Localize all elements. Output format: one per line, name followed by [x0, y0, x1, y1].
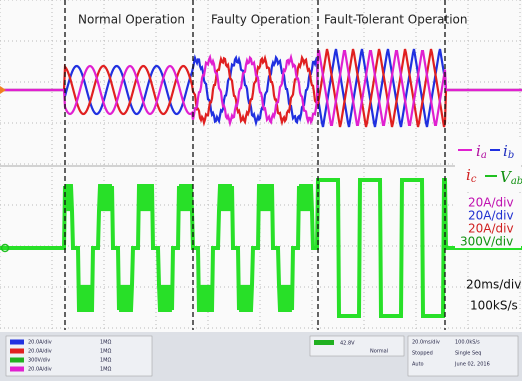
channel-icon: [10, 367, 24, 372]
channel-icon: [10, 340, 24, 345]
channel-scale: 20.0A/div: [28, 367, 52, 373]
scale-label: 20A/div: [468, 209, 514, 223]
section-label: Normal Operation: [78, 13, 185, 27]
acq-field: 20.0ms/div: [412, 340, 440, 346]
acq-field: 100.0kS/s: [455, 340, 480, 346]
channel-impedance: 1MΩ: [100, 367, 111, 373]
channel-impedance: 1MΩ: [100, 358, 111, 364]
acq-field: Single Seq: [455, 351, 481, 357]
scale-label: 20A/div: [468, 196, 514, 210]
acq-field: Auto: [412, 362, 424, 368]
channel-icon: [10, 358, 24, 363]
trigger-mode: Normal: [370, 349, 388, 355]
section-label: Fault-Tolerant Operation: [324, 13, 468, 27]
scale-label: 20A/div: [468, 222, 514, 236]
acq-field: June 02, 2016: [454, 362, 490, 368]
trigger-level: 42.8V: [340, 341, 355, 347]
scale-label: 300V/div: [460, 235, 513, 249]
section-label: Faulty Operation: [211, 13, 310, 27]
trigger-panel: [310, 336, 404, 356]
acq-field: Stopped: [412, 351, 433, 357]
timebase-label: 100kS/s: [470, 299, 518, 313]
timebase-label: 20ms/div: [466, 278, 521, 292]
trigger-icon: [314, 340, 334, 345]
channel-impedance: 1MΩ: [100, 349, 111, 355]
channel-impedance: 1MΩ: [100, 340, 111, 346]
channel-icon: [10, 349, 24, 354]
oscilloscope-screen: Normal Operation Faulty Operation Fault-…: [0, 0, 522, 381]
channel-scale: 20.0A/div: [28, 340, 52, 346]
channel-scale: 20.0A/div: [28, 349, 52, 355]
channel-scale: 300V/div: [28, 358, 50, 364]
